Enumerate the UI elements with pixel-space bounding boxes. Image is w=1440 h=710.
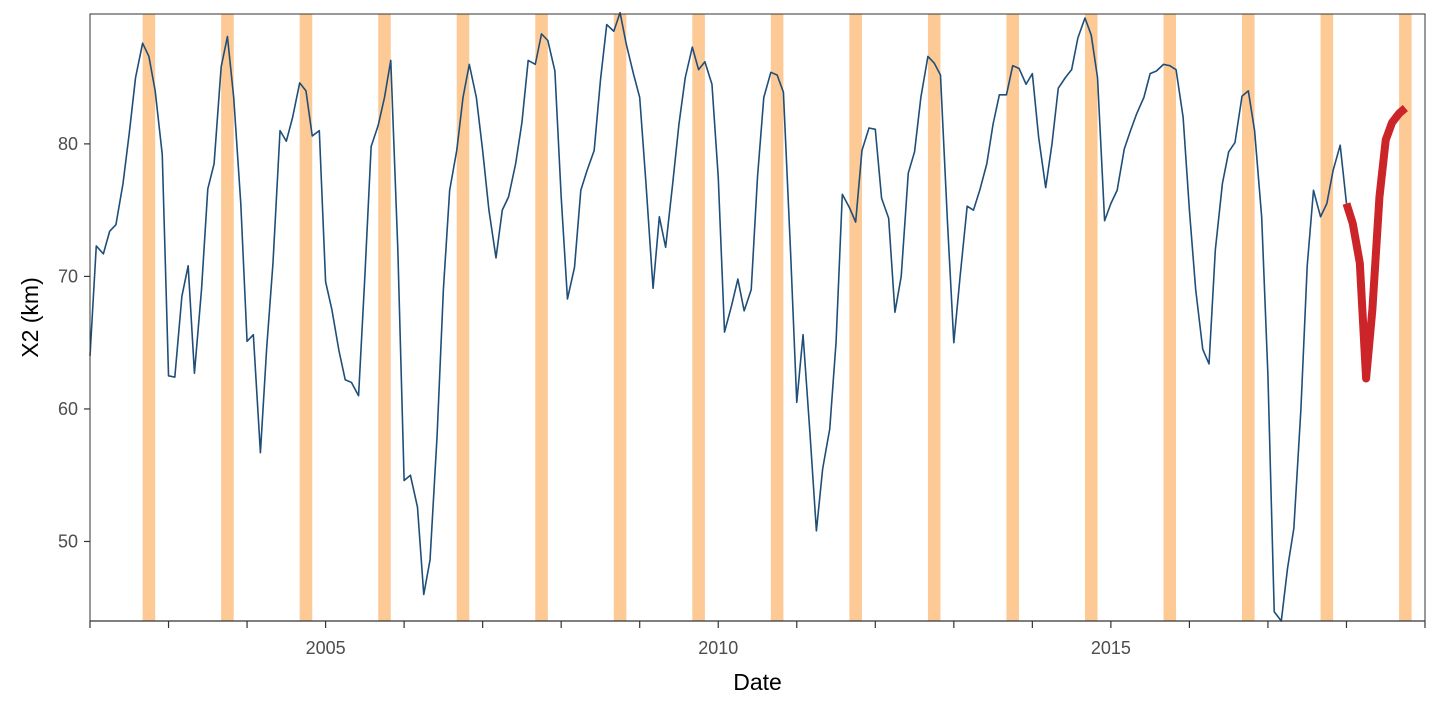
highlight-band-2 <box>221 14 234 621</box>
highlight-band-10 <box>849 14 862 621</box>
highlight-band-6 <box>535 14 548 621</box>
highlight-band-9 <box>770 14 784 621</box>
highlight-band-3 <box>299 14 313 621</box>
y-tick-label: 60 <box>58 399 78 419</box>
y-tick-label: 50 <box>58 531 78 551</box>
highlight-band-14 <box>1163 14 1177 621</box>
series-line-2 <box>1342 105 1408 383</box>
highlight-band-16 <box>1320 14 1334 621</box>
series-lines <box>89 11 1408 622</box>
x-tick-label: 2005 <box>306 638 346 658</box>
y-axis: 50 60 70 80 <box>58 134 90 551</box>
highlight-band-1 <box>142 14 156 621</box>
x-tick-label: 2015 <box>1091 638 1131 658</box>
x-axis: 2005 2010 2015 <box>89 620 1426 658</box>
x-axis-title: Date <box>733 669 782 695</box>
highlight-band-17 <box>1399 14 1412 621</box>
plot-panel-border <box>89 13 1426 622</box>
y-tick-label: 80 <box>58 134 78 154</box>
highlight-band-8 <box>692 14 705 621</box>
highlight-band-11 <box>927 14 941 621</box>
x-tick-label: 2010 <box>698 638 738 658</box>
y-axis-title: X2 (km) <box>17 277 43 358</box>
highlight-band-5 <box>456 14 470 621</box>
highlight-band-13 <box>1084 14 1098 621</box>
highlight-band-7 <box>613 14 627 621</box>
highlight-band-12 <box>1006 14 1020 621</box>
y-tick-label: 70 <box>58 266 78 286</box>
highlight-band-4 <box>378 14 391 621</box>
highlight-band-15 <box>1242 14 1255 621</box>
highlight-bands <box>142 14 1412 621</box>
series-line-1 <box>89 11 1348 622</box>
